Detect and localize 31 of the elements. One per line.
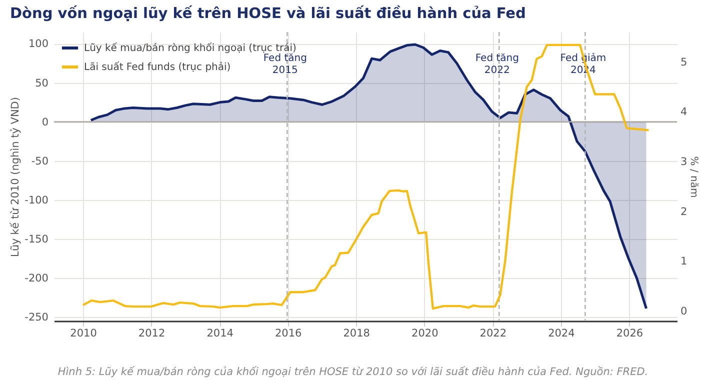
y2-tick-label: 4 — [680, 106, 688, 118]
y-tick-label: 50 — [35, 77, 48, 90]
y-tick-label: -50 — [31, 155, 48, 168]
y2-tick-label: 5 — [680, 56, 688, 68]
x-tick-label: 2026 — [616, 328, 644, 340]
x-tick-label: 2010 — [70, 328, 97, 340]
y-tick-label: -100 — [24, 194, 48, 206]
y2-tick-label: 0 — [680, 306, 688, 318]
y-tick-label: -250 — [24, 312, 48, 324]
y2-tick-label: 2 — [680, 206, 688, 218]
y-tick-label: -150 — [24, 233, 48, 246]
x-tick-label: 2012 — [138, 328, 166, 340]
x-tick-label: 2016 — [274, 328, 302, 340]
x-tick-label: 2014 — [206, 328, 234, 340]
ref-line-label: Fed tăng 2022 — [475, 53, 519, 76]
y-axis-title: Lũy kế từ 2010 (nghìn tỷ VND) — [10, 97, 22, 257]
y2-tick-label: 1 — [680, 256, 688, 268]
y-tick-label: 100 — [28, 38, 48, 50]
x-tick-label: 2022 — [480, 328, 507, 340]
chart-title: Dòng vốn ngoại lũy kế trên HOSE và lãi suất điều hành của Fed — [10, 4, 526, 22]
y-tick-label: 0 — [42, 116, 48, 128]
y-tick-label: -200 — [24, 272, 48, 285]
legend-label: Lãi suất Fed funds (trục phải) — [84, 61, 231, 73]
legend-label: Lũy kế mua/bán ròng khối ngoại (trục trái) — [84, 42, 297, 54]
x-tick-label: 2020 — [412, 328, 438, 340]
x-tick-label: 2024 — [548, 328, 576, 340]
y2-axis-title: % / năm — [688, 156, 700, 198]
y2-tick-label: 3 — [680, 156, 688, 168]
x-tick-label: 2018 — [343, 328, 370, 340]
text: Hình 5: Lũy kế mua/bán ròng của khối ngoại trên HOSE từ 2010 so với lãi suất điều hành của Fed. Nguồn: FRED. — [56, 366, 650, 378]
ref-line-label: Fed tăng 2015 — [263, 53, 307, 76]
